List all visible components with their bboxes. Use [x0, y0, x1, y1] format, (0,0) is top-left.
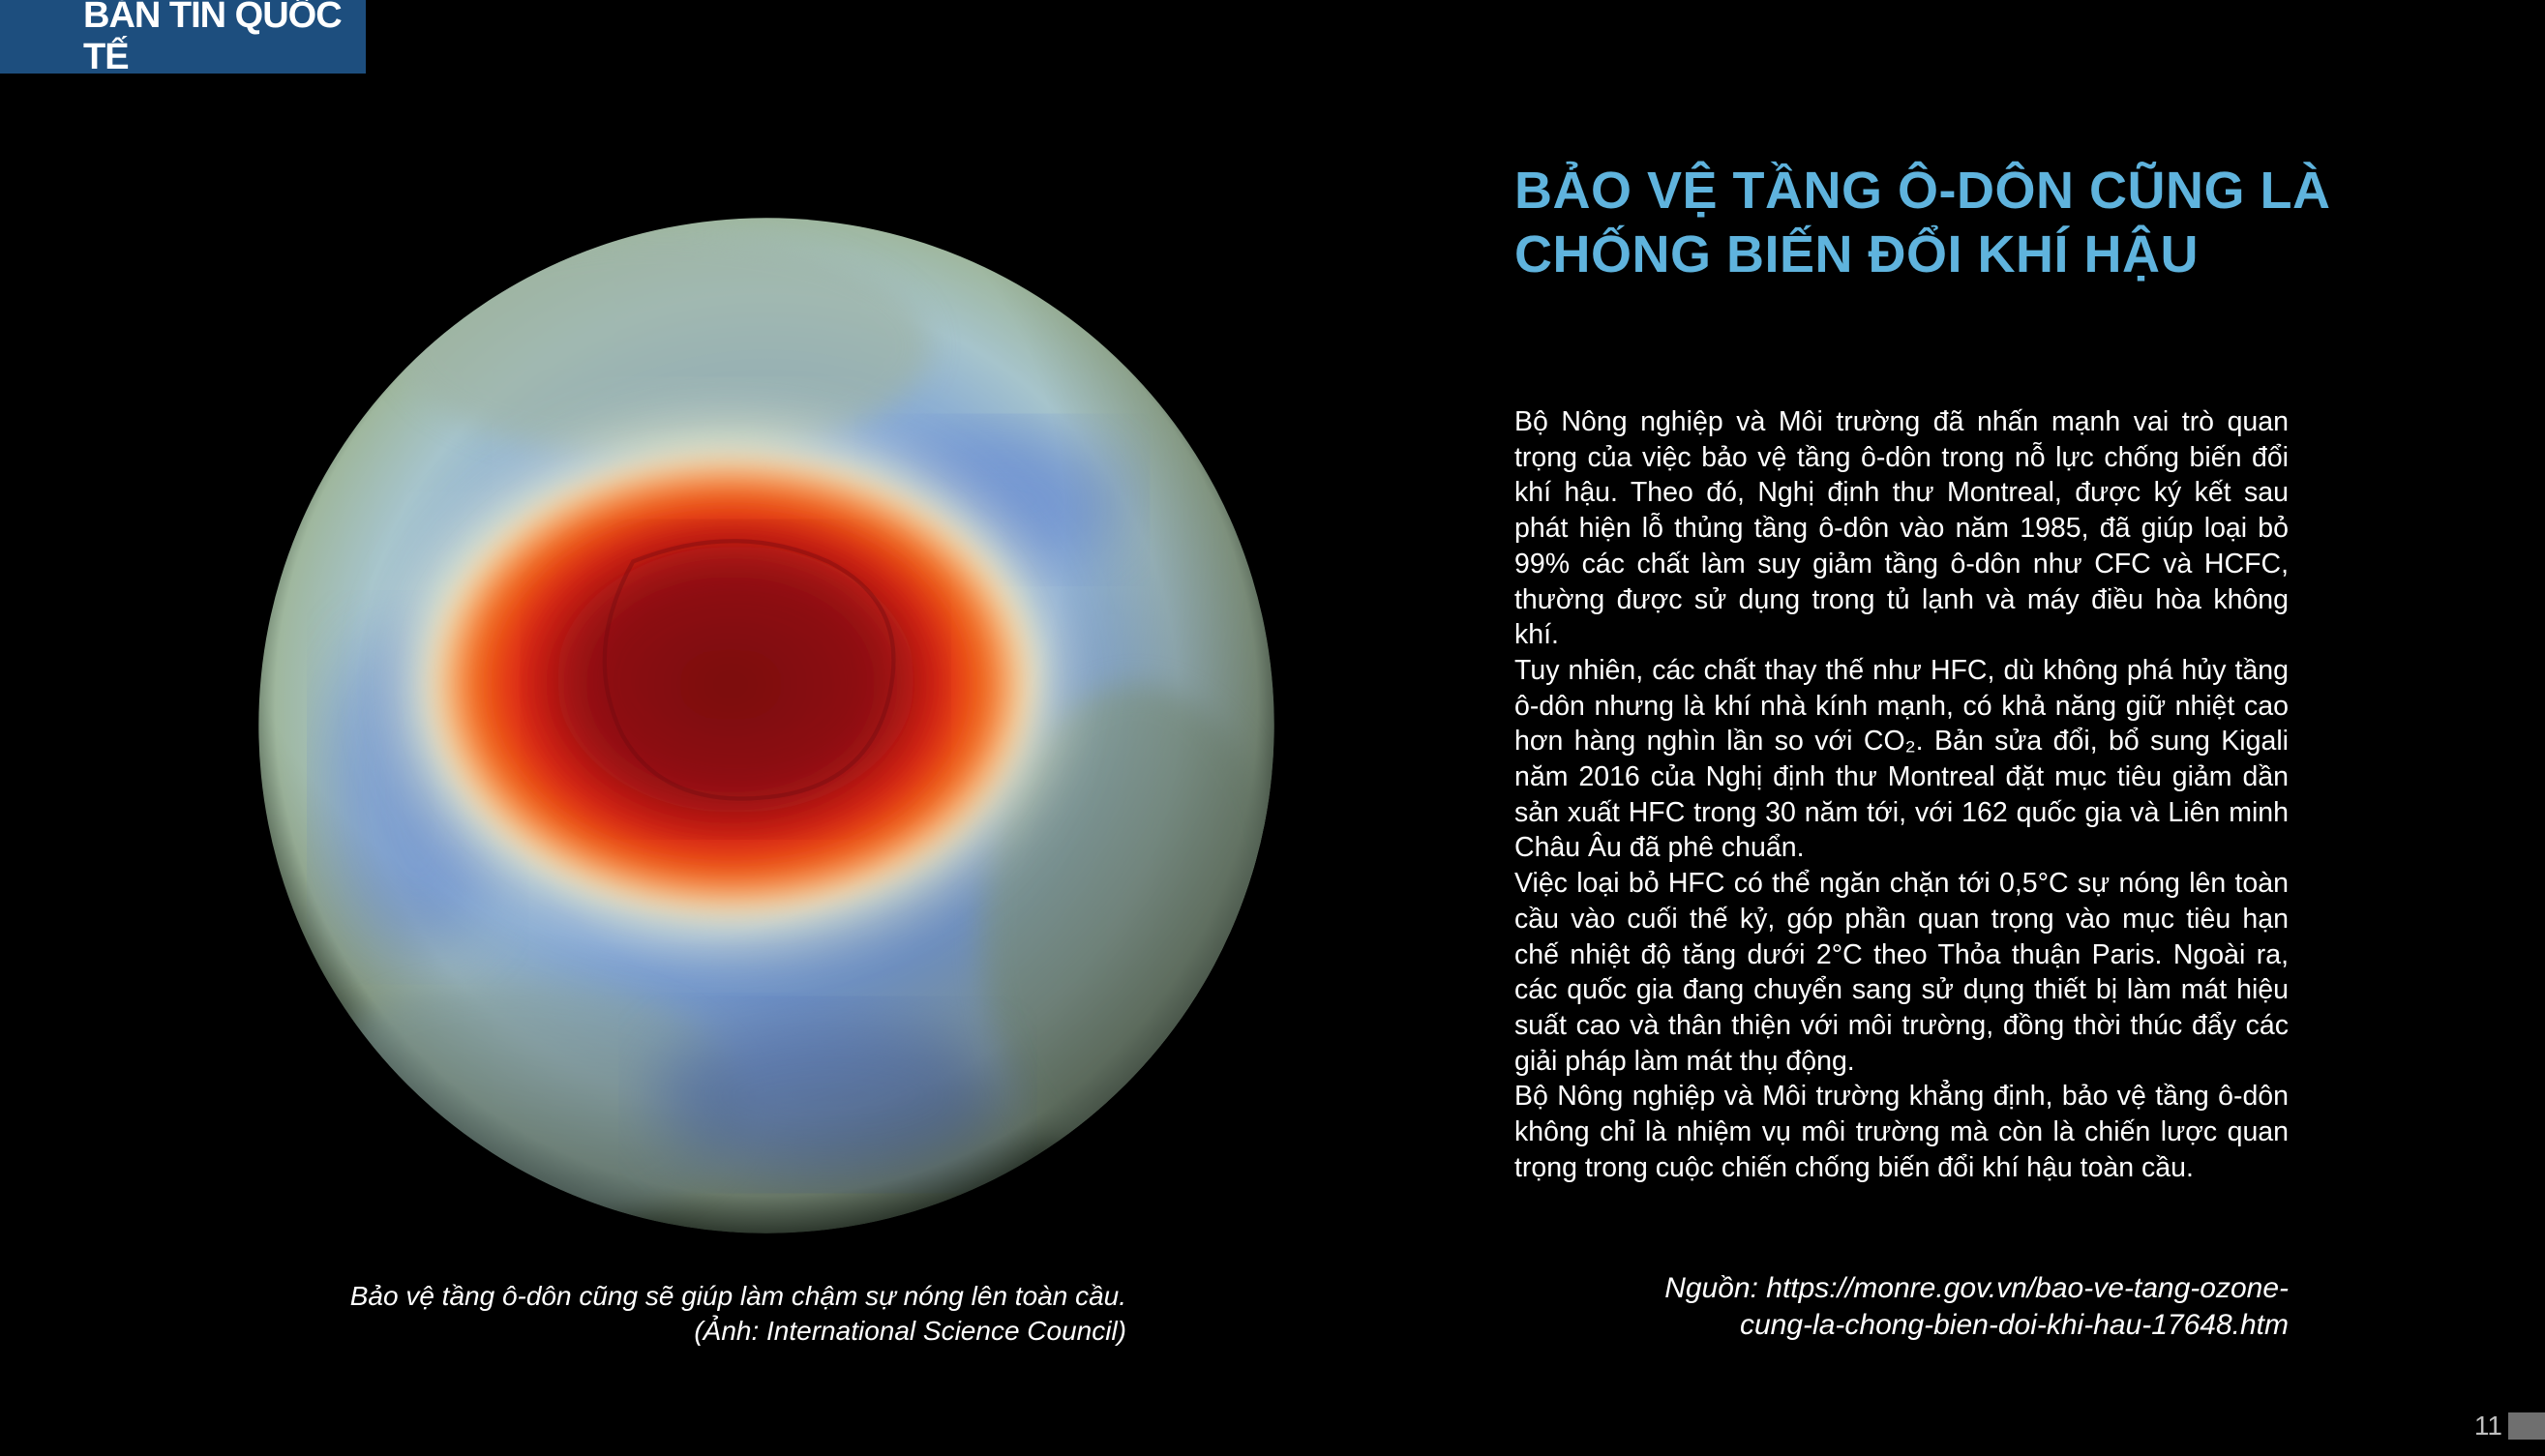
source-line-1: Nguồn: https://monre.gov.vn/bao-ve-tang-… — [1664, 1272, 2289, 1304]
source-citation: Nguồn: https://monre.gov.vn/bao-ve-tang-… — [1514, 1270, 2289, 1344]
paragraph-3: Việc loại bỏ HFC có thể ngăn chặn tới 0,… — [1514, 868, 2289, 1077]
caption-credit: (Ảnh: International Science Council) — [694, 1316, 1126, 1346]
image-caption: Bảo vệ tầng ô-dôn cũng sẽ giúp làm chậm … — [255, 1279, 1126, 1349]
paragraph-4: Bộ Nông nghiệp và Môi trường khẳng định,… — [1514, 1081, 2289, 1183]
paragraph-1: Bộ Nông nghiệp và Môi trường đã nhấn mạn… — [1514, 406, 2289, 651]
ozone-globe-image — [254, 213, 1279, 1238]
paragraph-2: Tuy nhiên, các chất thay thế như HFC, dù… — [1514, 654, 2289, 864]
source-line-2: cung-la-chong-bien-doi-khi-hau-17648.htm — [1740, 1309, 2289, 1341]
caption-text: Bảo vệ tầng ô-dôn cũng sẽ giúp làm chậm … — [349, 1281, 1126, 1311]
page-number: 11 — [2473, 1411, 2502, 1441]
article-body: Bộ Nông nghiệp và Môi trường đã nhấn mạn… — [1514, 404, 2289, 1185]
title-line-1: BẢO VỆ TẦNG Ô-DÔN CŨNG LÀ — [1514, 162, 2331, 220]
section-tag: BẢN TIN QUỐC TẾ — [0, 0, 366, 77]
article-title: BẢO VỆ TẦNG Ô-DÔN CŨNG LÀ CHỐNG BIẾN ĐỔI… — [1514, 159, 2385, 286]
title-line-2: CHỐNG BIẾN ĐỔI KHÍ HẬU — [1514, 225, 2200, 283]
page-number-bar — [2508, 1412, 2545, 1440]
